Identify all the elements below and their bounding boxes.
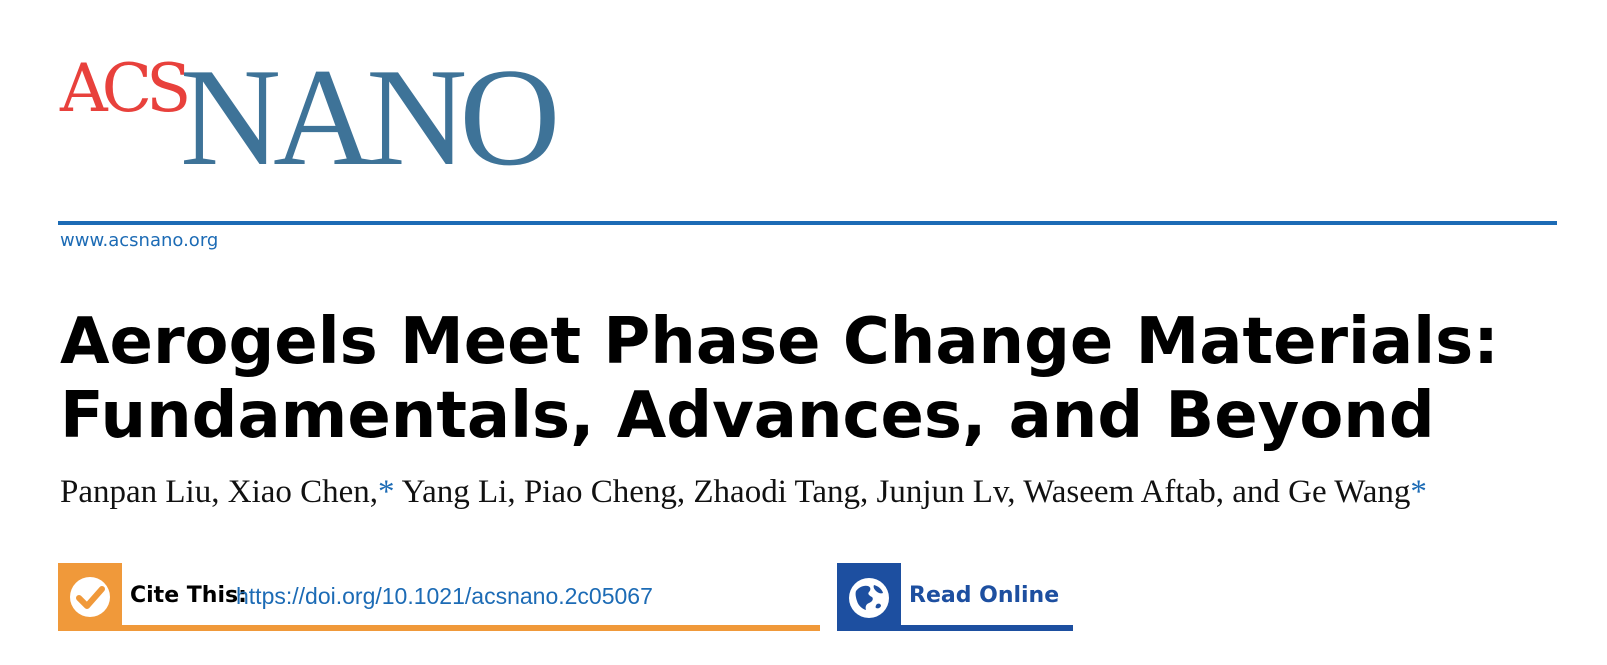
- author-segment-1: Panpan Liu,: [60, 474, 228, 510]
- logo-acs-text: ACS: [60, 50, 191, 127]
- author-segment-3: Yang Li, Piao Cheng, Zhaodi Tang, Junjun…: [394, 474, 1411, 510]
- doi-link[interactable]: https://doi.org/10.1021/acsnano.2c05067: [236, 583, 653, 609]
- read-online-underline: [901, 625, 1073, 631]
- logo-nano-text: NANO: [180, 40, 560, 195]
- corresponding-author-mark-2[interactable]: *: [1410, 474, 1427, 510]
- article-title-line-1: Aerogels Meet Phase Change Materials:: [60, 305, 1499, 379]
- corresponding-author-mark-1[interactable]: *: [378, 474, 395, 510]
- read-online-icon-box: [837, 563, 901, 631]
- author-list: Panpan Liu, Xiao Chen,* Yang Li, Piao Ch…: [60, 472, 1427, 512]
- header-divider: [58, 221, 1557, 225]
- cite-this-label: Cite This:: [130, 583, 247, 608]
- cite-icon-box: [58, 563, 122, 631]
- cite-this-bar: Cite This: https://doi.org/10.1021/acsna…: [58, 563, 820, 631]
- author-segment-2: Xiao Chen,: [227, 474, 379, 510]
- article-title: Aerogels Meet Phase Change Materials: Fu…: [60, 305, 1560, 453]
- cite-bar-underline: [122, 625, 820, 631]
- checkmark-icon: [70, 577, 110, 617]
- journal-website-link[interactable]: www.acsnano.org: [60, 230, 219, 251]
- globe-icon: [849, 578, 889, 618]
- article-title-line-2: Fundamentals, Advances, and Beyond: [60, 379, 1435, 453]
- read-online-button[interactable]: Read Online: [837, 563, 1073, 631]
- read-online-label: Read Online: [909, 583, 1060, 608]
